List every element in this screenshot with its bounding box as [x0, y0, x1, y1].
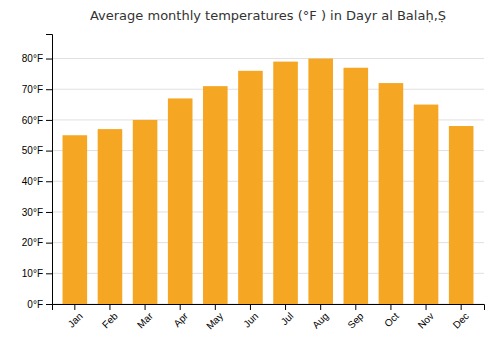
tick-mark: [46, 120, 52, 121]
bar: [414, 105, 439, 304]
tick-label: Jan: [66, 310, 85, 329]
x-tick: Aug: [310, 304, 330, 331]
tick-mark: [355, 304, 356, 310]
bar: [273, 62, 298, 304]
y-tick: 80°F: [22, 53, 52, 64]
tick-label: 30°F: [22, 207, 43, 218]
y-tick: 70°F: [22, 84, 52, 95]
x-tick: Sep: [345, 304, 366, 331]
bar: [133, 120, 158, 304]
tick-mark: [109, 304, 110, 310]
x-tick: Jan: [66, 304, 85, 330]
y-tick: 30°F: [22, 207, 52, 218]
x-tick: May: [204, 304, 225, 332]
tick-label: 40°F: [22, 176, 43, 187]
tick-label: Jun: [241, 310, 260, 329]
y-axis: 0°F 10°F 20°F 30°F 40°F 50°F 60°F 70°F 80°F: [22, 35, 53, 310]
tick-label: 50°F: [22, 145, 43, 156]
bars: [63, 59, 474, 304]
bar: [344, 68, 369, 304]
tick-label: 60°F: [22, 115, 43, 126]
tick-mark: [46, 212, 52, 213]
tick-mark: [46, 273, 52, 274]
axis-line: [46, 35, 53, 305]
bar: [98, 129, 123, 304]
title: Average monthly temperatures (°F ) in Da…: [90, 8, 446, 23]
tick-mark: [250, 304, 251, 310]
tick-label: 20°F: [22, 237, 43, 248]
bar: [308, 59, 333, 304]
tick-label: Feb: [100, 310, 120, 330]
y-tick: 20°F: [22, 237, 52, 248]
tick-label: 10°F: [22, 268, 43, 279]
tick-label: Dec: [451, 310, 471, 330]
tick-label: Jul: [279, 310, 296, 327]
tick-mark: [74, 304, 75, 310]
x-tick: Feb: [100, 304, 120, 330]
x-tick: Oct: [382, 304, 401, 329]
x-tick: Apr: [171, 304, 190, 329]
x-tick: Mar: [135, 304, 155, 330]
y-tick: 50°F: [22, 145, 52, 156]
x-tick: Nov: [416, 304, 436, 331]
y-tick: 60°F: [22, 115, 52, 126]
tick-mark: [145, 304, 146, 310]
y-tick: 0°F: [27, 299, 52, 310]
y-tick: 40°F: [22, 176, 52, 187]
tick-label: May: [204, 310, 225, 331]
x-tick: Jul: [279, 304, 296, 327]
grid-line: [52, 89, 484, 90]
tick-mark: [461, 304, 462, 310]
bar: [168, 98, 193, 304]
tick-mark: [390, 304, 391, 310]
tick-mark: [285, 304, 286, 310]
tick-mark: [320, 304, 321, 310]
x-axis: Jan Feb Mar Apr May Jun Jul Aug Sep Oct Nov Dec: [53, 304, 485, 332]
tick-label: 70°F: [22, 84, 43, 95]
grid: [52, 59, 484, 304]
tick-mark: [46, 181, 52, 182]
bar: [238, 71, 263, 304]
tick-label: 0°F: [27, 299, 43, 310]
tick-mark: [46, 59, 52, 60]
chart: 0°F 10°F 20°F 30°F 40°F 50°F 60°F 70°F 80°F Jan Fe…: [0, 0, 500, 350]
plot: 0°F 10°F 20°F 30°F 40°F 50°F 60°F 70°F 80°F Jan Fe…: [22, 35, 485, 332]
tick-mark: [46, 243, 52, 244]
axis-line: [53, 305, 485, 311]
tick-mark: [46, 151, 52, 152]
x-tick: Dec: [451, 304, 471, 331]
tick-mark: [180, 304, 181, 310]
tick-label: Oct: [382, 310, 401, 329]
tick-label: 80°F: [22, 53, 43, 64]
bar: [449, 126, 474, 304]
tick-mark: [46, 304, 52, 305]
tick-label: Sep: [345, 310, 366, 331]
tick-mark: [46, 89, 52, 90]
bar: [63, 135, 88, 304]
grid-line: [52, 58, 484, 59]
tick-label: Mar: [135, 310, 155, 330]
tick-label: Apr: [171, 310, 190, 329]
tick-mark: [215, 304, 216, 310]
x-tick: Jun: [241, 304, 260, 330]
bar: [203, 86, 228, 304]
bar: [379, 83, 404, 304]
tick-mark: [426, 304, 427, 310]
tick-label: Aug: [310, 310, 330, 330]
tick-label: Nov: [416, 310, 436, 330]
y-tick: 10°F: [22, 268, 52, 279]
